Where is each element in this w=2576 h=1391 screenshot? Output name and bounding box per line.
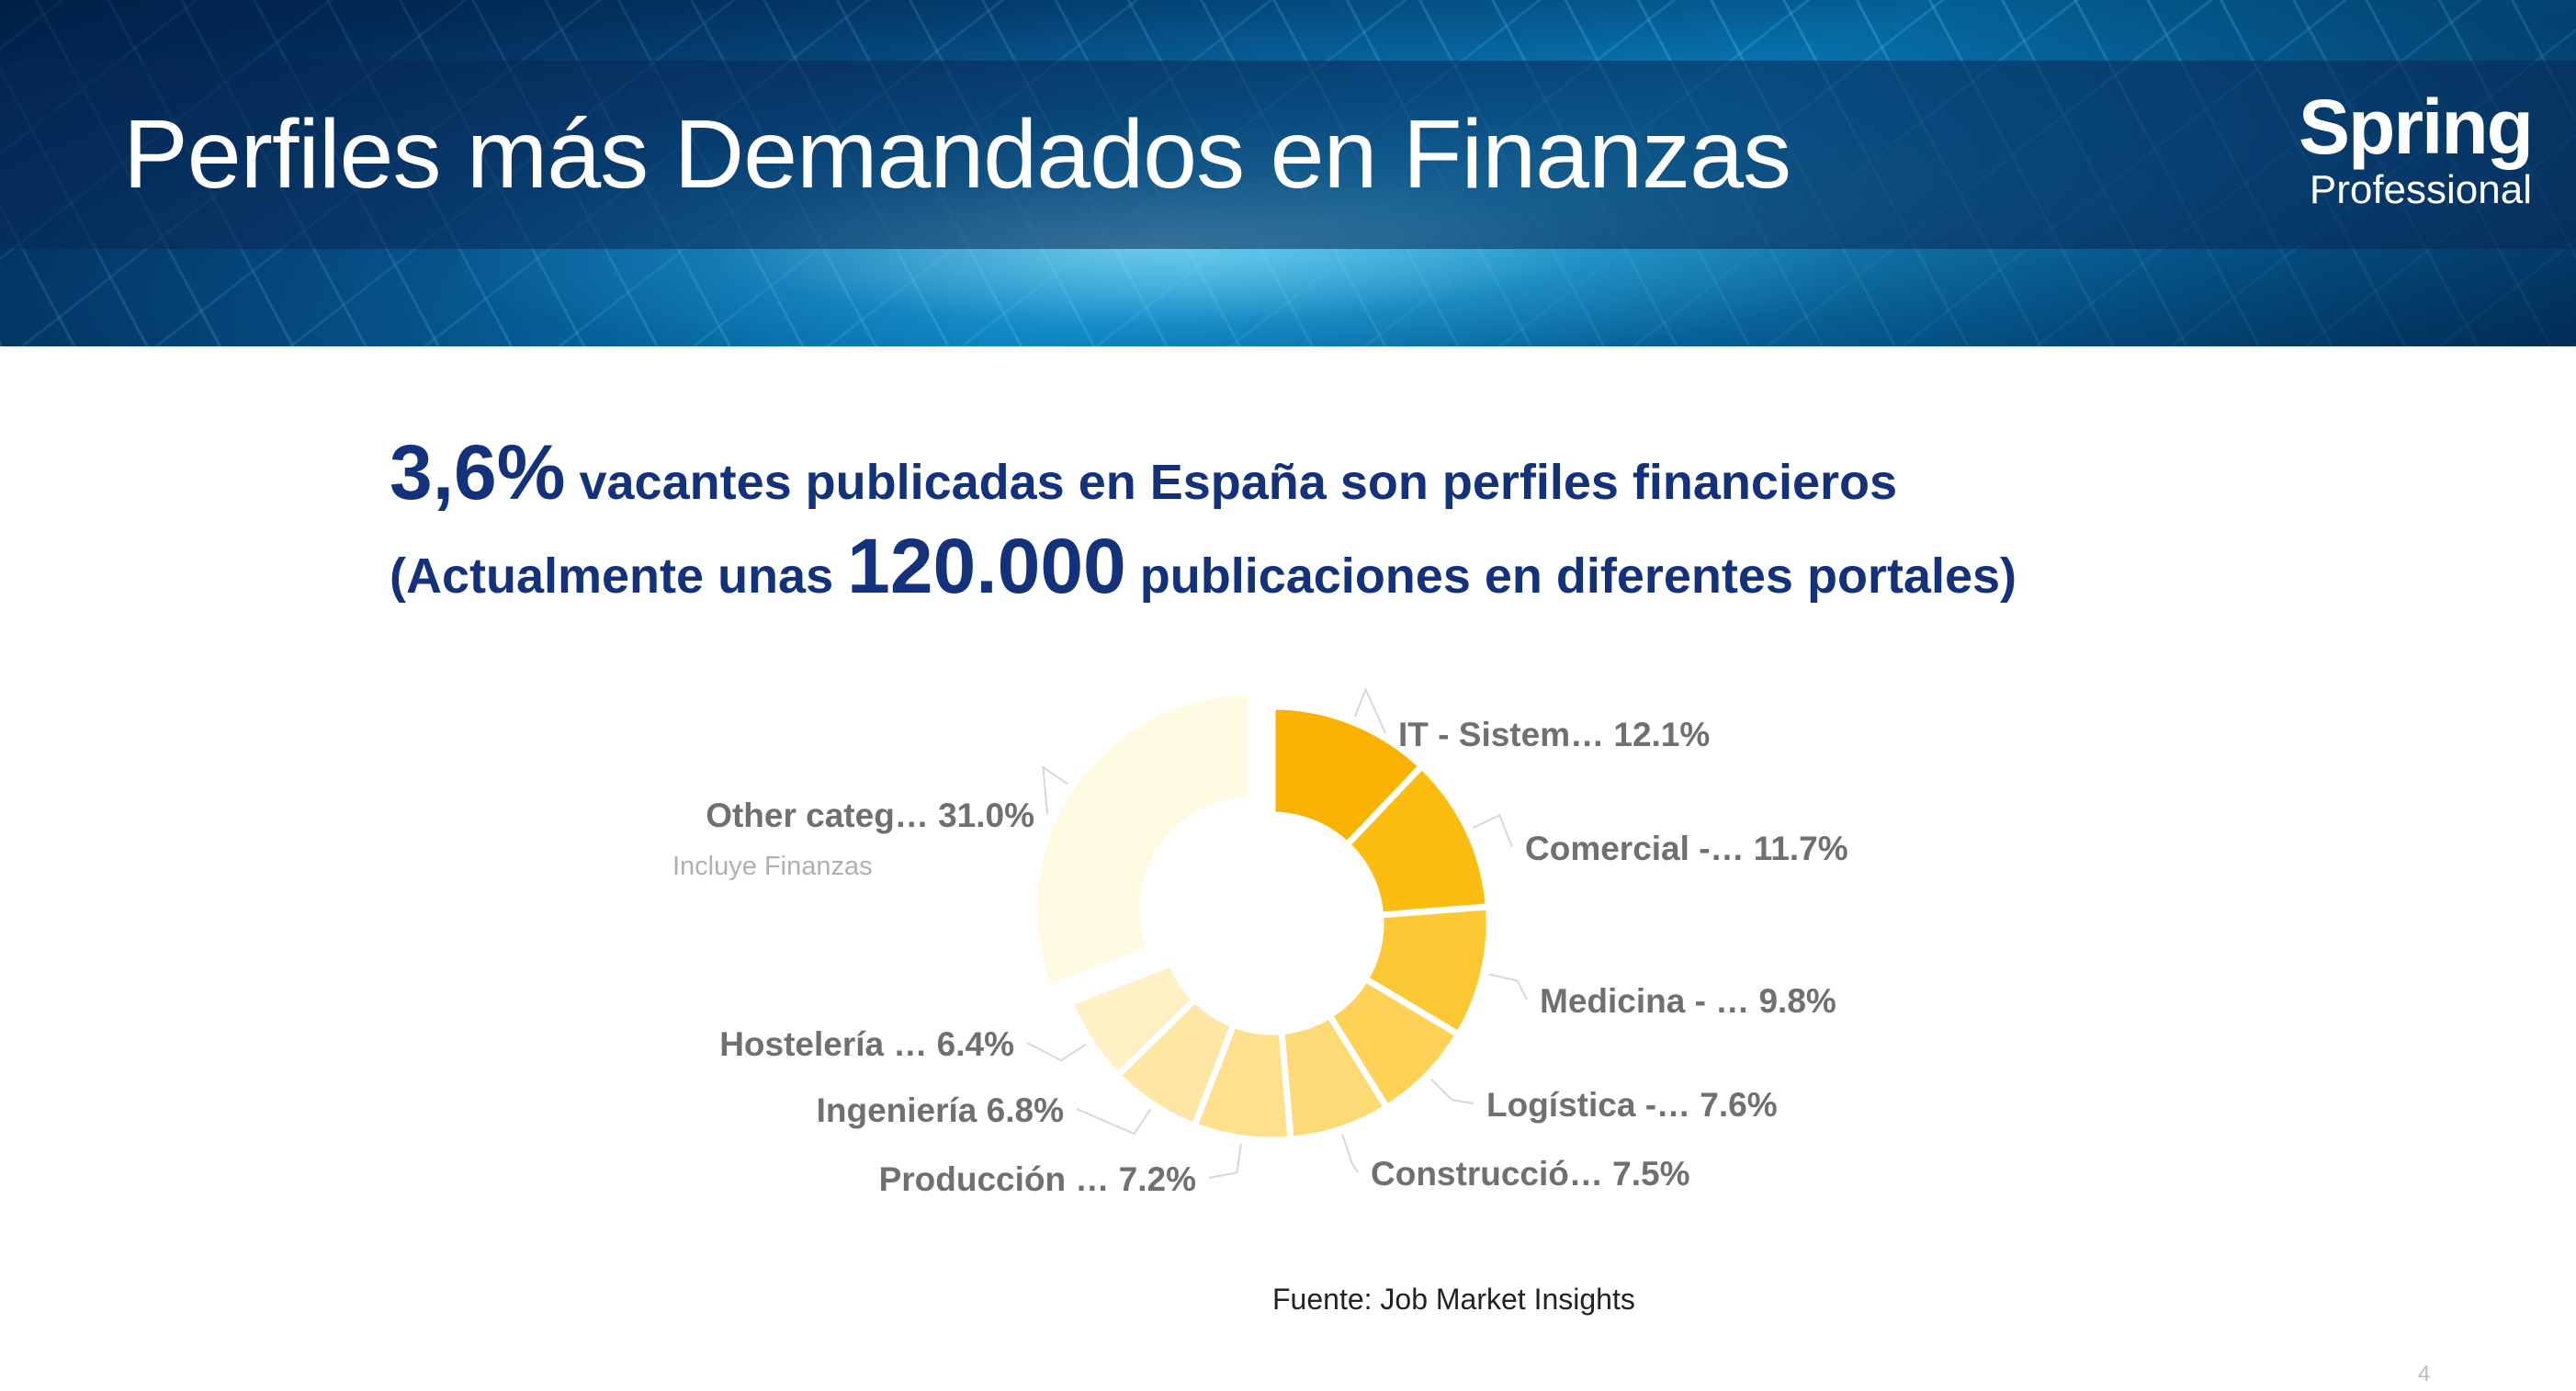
headline-line-1-text: vacantes publicadas en España son perfil… xyxy=(565,455,1898,510)
spring-professional-logo: Spring Professional xyxy=(2299,84,2534,212)
slice-label: Construcció… 7.5% xyxy=(1371,1155,1689,1193)
leader-line xyxy=(1026,1042,1087,1062)
page-number: 4 xyxy=(2418,1362,2431,1386)
slice-label: Ingeniería 6.8% xyxy=(817,1091,1064,1129)
headline-line-2-post: publicaciones en diferentes portales) xyxy=(1125,548,2017,604)
logo-sub-text: Professional xyxy=(2309,167,2532,212)
leader-line xyxy=(1353,686,1386,734)
leader-line xyxy=(1042,764,1068,815)
headline-line-2: (Actualmente unas 120.000 publicaciones … xyxy=(390,522,2227,611)
donut-slice xyxy=(1031,688,1255,993)
leader-line xyxy=(1341,1134,1359,1173)
donut-slice xyxy=(1066,958,1200,1080)
header-banner: Perfiles más Demandados en Finanzas Spri… xyxy=(0,0,2576,346)
slice-label: Comercial -… 11.7% xyxy=(1525,830,1848,867)
slice-label: Producción … 7.2% xyxy=(879,1160,1196,1198)
leader-line xyxy=(1429,1078,1474,1104)
slice-label: Medicina - … 9.8% xyxy=(1540,982,1836,1020)
slice-label: Hostelería … 6.4% xyxy=(719,1025,1014,1063)
leader-line xyxy=(1488,973,1528,1001)
slice-label: IT - Sistem… 12.1% xyxy=(1398,716,1710,753)
headline-count: 120.000 xyxy=(847,523,1126,609)
headline-line-2-pre: (Actualmente unas xyxy=(390,548,848,604)
headline-line-1: 3,6% vacantes publicadas en España son p… xyxy=(390,428,2227,517)
slice-label: Other categ… 31.0% xyxy=(706,797,1034,834)
slice-annotation: Incluye Finanzas xyxy=(672,852,873,881)
source-note: Fuente: Job Market Insights xyxy=(1272,1283,1635,1316)
logo-main-text: Spring xyxy=(2299,84,2534,170)
headline-percentage: 3,6% xyxy=(390,429,566,515)
leader-line xyxy=(1076,1108,1152,1136)
title-band xyxy=(0,61,2576,249)
leader-line xyxy=(1208,1143,1242,1179)
leader-line xyxy=(1473,813,1513,848)
slide-title: Perfiles más Demandados en Finanzas xyxy=(123,100,1791,209)
slice-label: Logística -… 7.6% xyxy=(1486,1086,1778,1124)
donut-slice xyxy=(1269,703,1427,850)
